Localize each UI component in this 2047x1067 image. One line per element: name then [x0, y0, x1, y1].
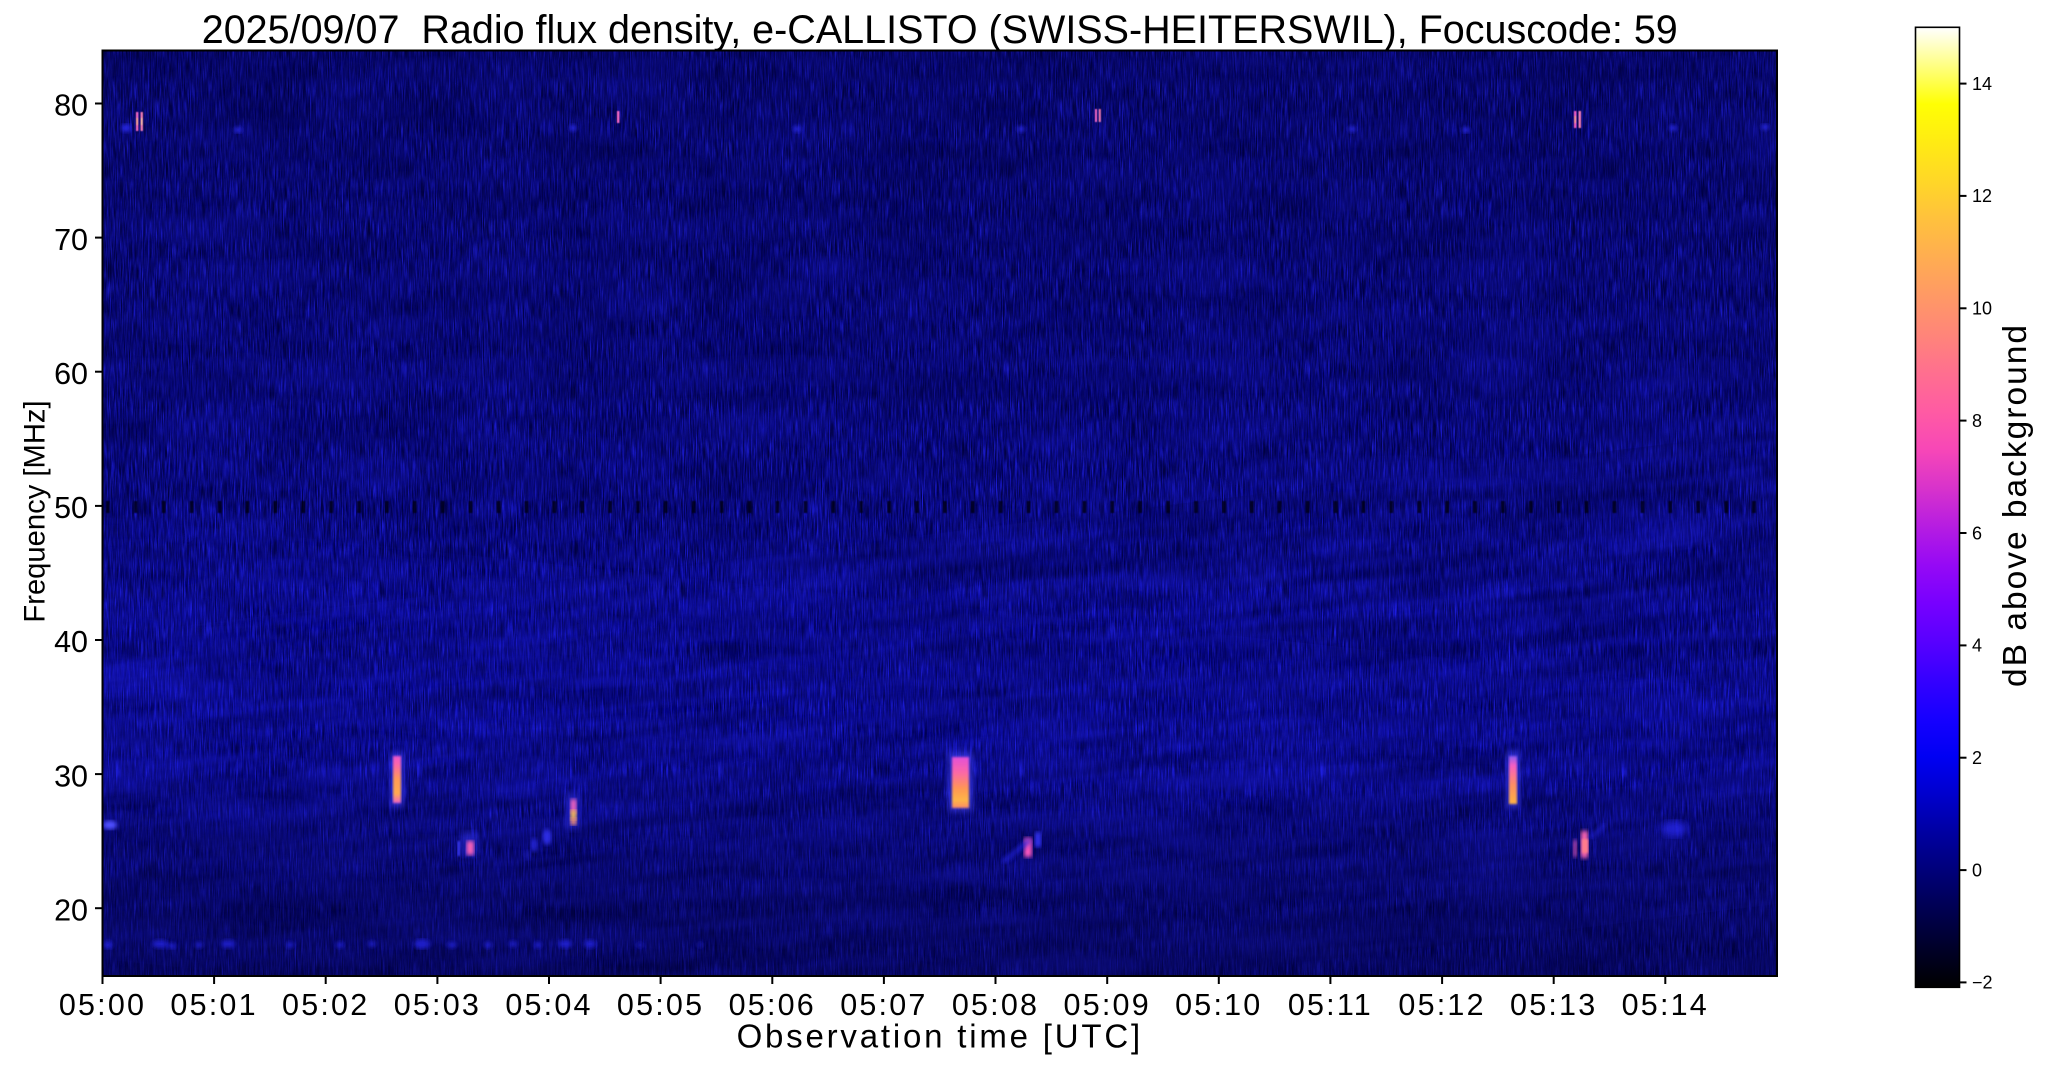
svg-text:05:04: 05:04	[505, 988, 592, 1022]
svg-text:05:13: 05:13	[1510, 988, 1597, 1022]
svg-text:14: 14	[1972, 74, 1992, 94]
svg-text:05:02: 05:02	[282, 988, 369, 1022]
svg-text:80: 80	[54, 89, 88, 123]
svg-text:70: 70	[54, 223, 88, 257]
svg-text:20: 20	[54, 893, 88, 927]
svg-text:05:05: 05:05	[617, 988, 704, 1022]
svg-text:05:06: 05:06	[729, 988, 816, 1022]
svg-text:05:03: 05:03	[394, 988, 481, 1022]
svg-text:40: 40	[54, 625, 88, 659]
svg-text:50: 50	[54, 491, 88, 525]
svg-text:4: 4	[1972, 636, 1982, 656]
svg-text:10: 10	[1972, 299, 1992, 319]
svg-text:05:14: 05:14	[1622, 988, 1709, 1022]
svg-text:8: 8	[1972, 411, 1982, 431]
svg-text:05:11: 05:11	[1288, 988, 1373, 1022]
svg-text:05:09: 05:09	[1064, 988, 1151, 1022]
svg-text:30: 30	[54, 759, 88, 793]
svg-text:05:12: 05:12	[1398, 988, 1485, 1022]
svg-text:05:10: 05:10	[1175, 988, 1262, 1022]
svg-text:Observation time [UTC]: Observation time [UTC]	[737, 1018, 1143, 1055]
svg-text:Frequency [MHz]: Frequency [MHz]	[20, 400, 52, 622]
svg-text:0: 0	[1972, 860, 1982, 880]
svg-text:60: 60	[54, 357, 88, 391]
svg-text:2: 2	[1972, 748, 1982, 768]
svg-text:05:07: 05:07	[840, 988, 927, 1022]
svg-text:05:08: 05:08	[952, 988, 1039, 1022]
svg-text:05:01: 05:01	[170, 988, 257, 1022]
svg-text:2025/09/07 Radio flux density: 2025/09/07 Radio flux density, e-CALLIST…	[202, 8, 1678, 52]
svg-text:−2: −2	[1972, 973, 1993, 993]
svg-text:6: 6	[1972, 523, 1982, 543]
svg-text:dB above background: dB above background	[1997, 323, 2034, 687]
svg-text:05:00: 05:00	[59, 988, 146, 1022]
svg-text:12: 12	[1972, 186, 1992, 206]
